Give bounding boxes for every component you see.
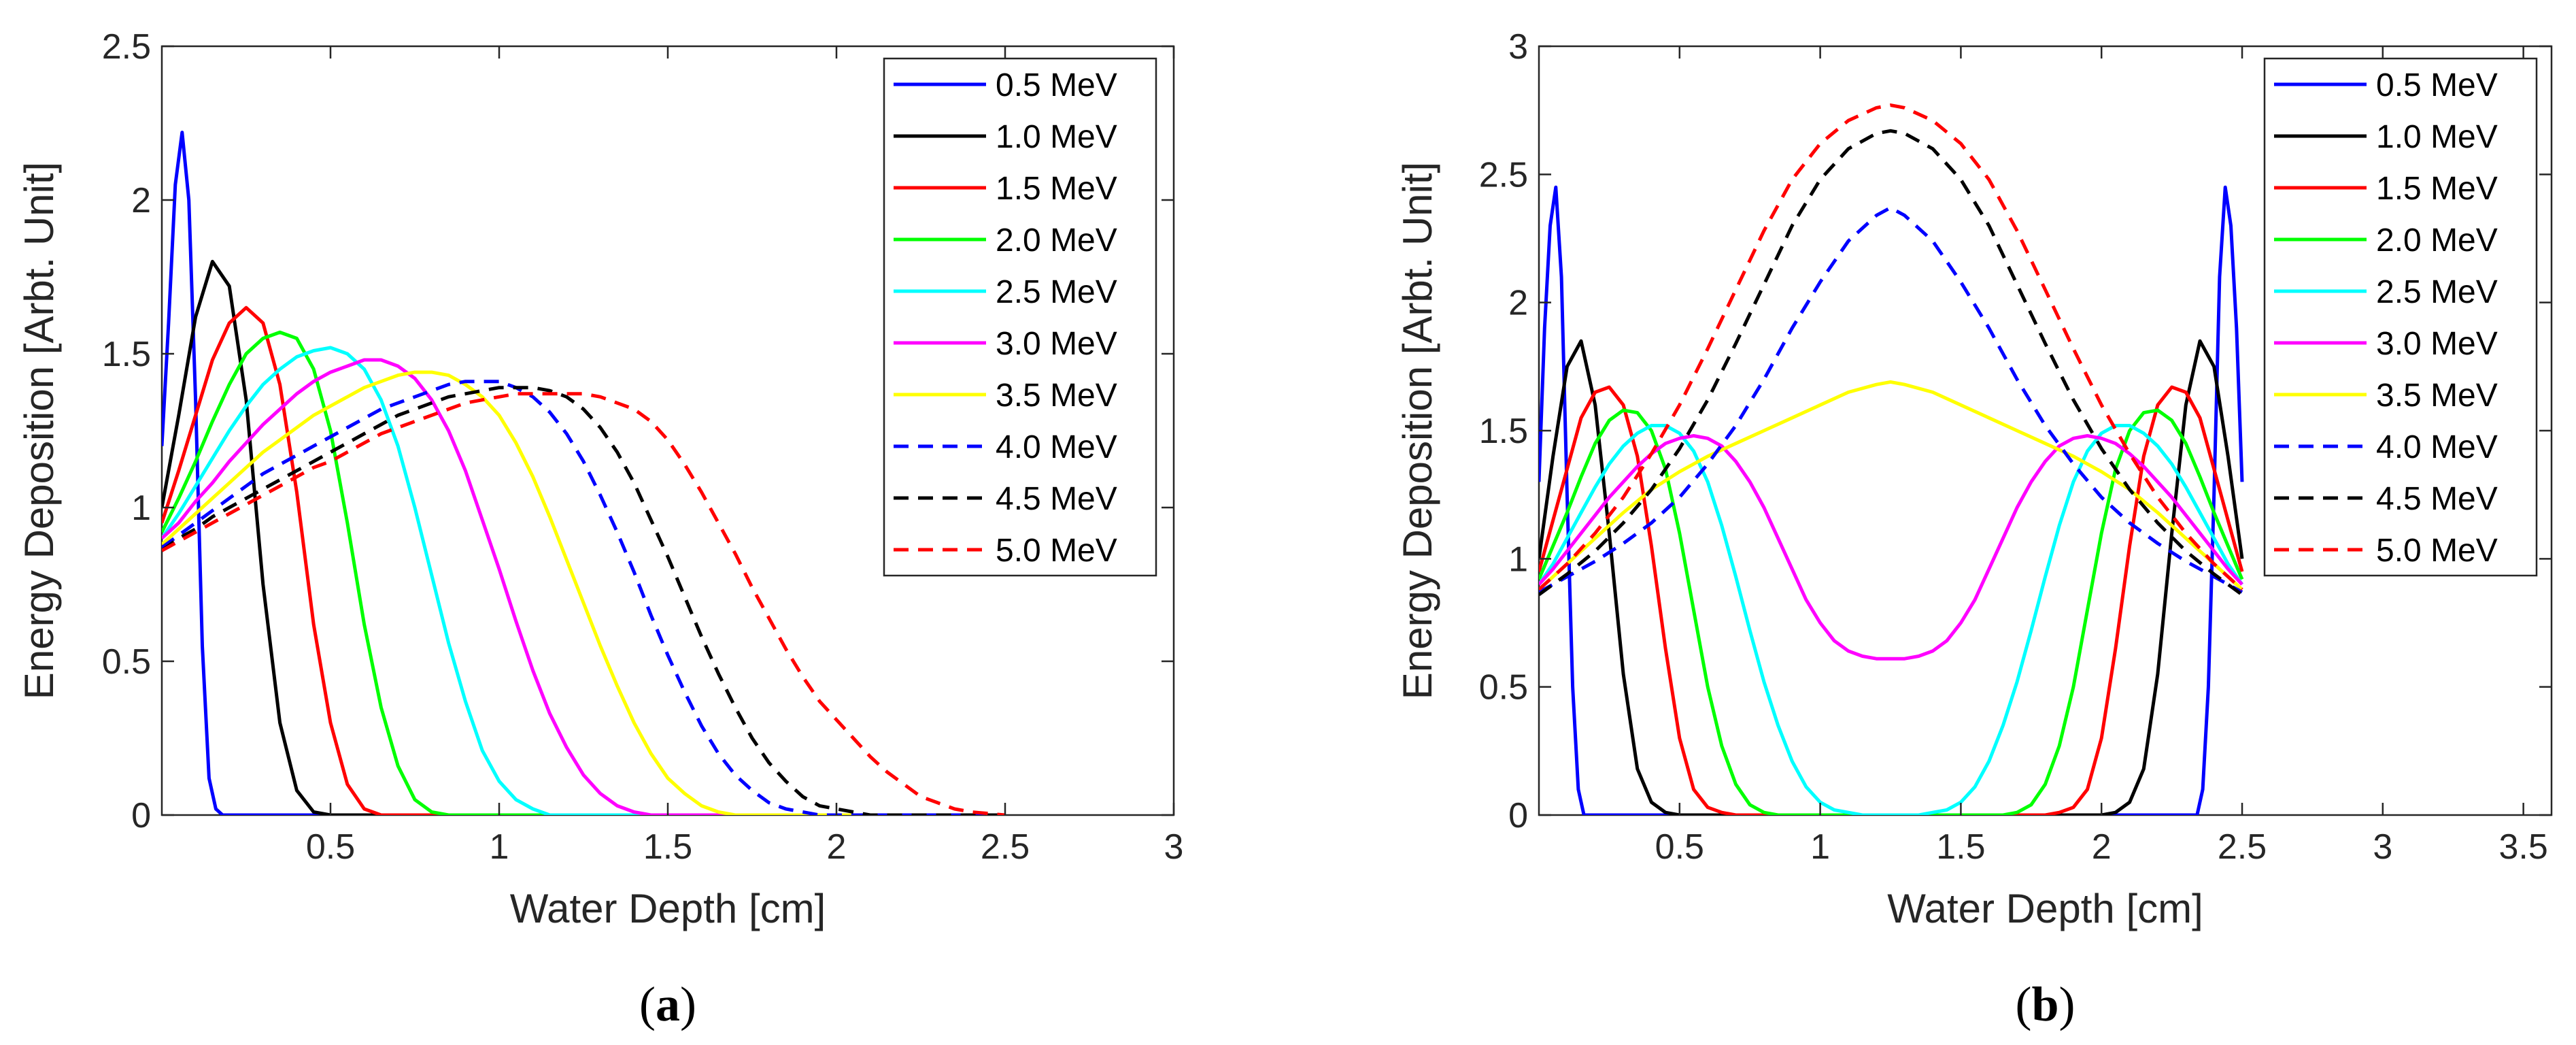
x-tick-label: 1 <box>1810 827 1830 867</box>
series-group <box>1539 103 2244 815</box>
series-line-3-5-mev <box>1539 380 2243 591</box>
series-line-1-0-mev <box>162 259 1005 815</box>
series-line-2-5-mev <box>162 346 1005 815</box>
caption-close: ) <box>680 977 696 1031</box>
series-line-1-5-mev <box>1539 385 2244 815</box>
series-line-4-5-mev <box>1539 129 2243 597</box>
y-tick-label: 1 <box>1508 540 1528 579</box>
series-line-4-0-mev <box>1539 205 2243 594</box>
legend-entry: 3.0 MeV <box>2376 326 2498 362</box>
caption-open: ( <box>639 977 656 1031</box>
x-tick-label: 1.5 <box>643 827 692 867</box>
series-line-0-5-mev <box>1539 185 2244 815</box>
series-line-2-0-mev <box>162 330 1005 815</box>
x-tick-label: 2.5 <box>2218 827 2267 867</box>
legend-entry: 3.5 MeV <box>996 378 1117 414</box>
legend-box <box>883 57 1157 577</box>
caption-letter: b <box>2031 977 2058 1031</box>
series-line-3-0-mev <box>1539 434 2243 661</box>
series-line-3-0-mev <box>162 358 1005 815</box>
x-axis-label: Water Depth [cm] <box>510 886 826 931</box>
series-line-2-5-mev <box>1539 424 2244 815</box>
x-axis-label: Water Depth [cm] <box>1887 886 2203 931</box>
legend-entry: 1.0 MeV <box>996 119 1117 155</box>
y-axis-label: Energy Deposition [Arbt. Unit] <box>1395 162 1440 699</box>
x-tick-label: 0.5 <box>306 827 355 867</box>
y-tick-label: 0 <box>131 796 151 835</box>
y-tick-label: 2.5 <box>1479 155 1528 195</box>
y-axis-label: Energy Deposition [Arbt. Unit] <box>16 162 62 699</box>
x-tick-label: 3 <box>1164 827 1184 867</box>
legend-entry: 5.0 MeV <box>2376 533 2498 569</box>
legend-entry: 3.0 MeV <box>996 326 1117 362</box>
legend: 0.5 MeV 1.0 MeV 1.5 MeV 2.0 MeV 2.5 MeV 3.0 M… <box>883 57 1157 577</box>
series-line-2-0-mev <box>1539 408 2244 815</box>
legend-box <box>2263 57 2538 577</box>
x-tick-label: 2 <box>2092 827 2112 867</box>
legend-entry: 2.0 MeV <box>996 222 1117 259</box>
series-line-5-0-mev <box>162 392 1006 815</box>
x-tick-label: 0.5 <box>1655 827 1704 867</box>
legend-entry: 4.0 MeV <box>996 429 1117 465</box>
legend-entry: 4.5 MeV <box>996 481 1117 517</box>
legend-entry: 2.5 MeV <box>996 274 1117 310</box>
legend-entry: 3.5 MeV <box>2376 378 2498 414</box>
x-tick-label: 1.5 <box>1936 827 1985 867</box>
series-line-1-0-mev <box>1539 339 2244 815</box>
legend-entry: 0.5 MeV <box>996 67 1117 103</box>
series-line-3-5-mev <box>162 370 1005 815</box>
chart-panel-a: 0.5 1 1.5 2 2.5 3 0 0.5 1 1.5 2 2.5 Water Depth [cm]… <box>16 27 1183 1031</box>
caption-open: ( <box>2015 977 2031 1031</box>
series-group <box>162 131 1006 815</box>
series-line-4-5-mev <box>162 386 1005 815</box>
legend-entry: 1.0 MeV <box>2376 119 2498 155</box>
legend-entry: 4.0 MeV <box>2376 429 2498 465</box>
y-tick-label: 1.5 <box>1479 412 1528 451</box>
legend-entry: 5.0 MeV <box>996 533 1117 569</box>
x-tick-label: 1 <box>490 827 509 867</box>
y-tick-label: 3 <box>1508 27 1528 67</box>
legend-entry: 2.5 MeV <box>2376 274 2498 310</box>
series-line-5-0-mev <box>1539 103 2243 591</box>
y-tick-label: 2 <box>1508 284 1528 323</box>
panel-caption: (b) <box>2015 977 2075 1031</box>
y-tick-label: 2 <box>131 181 151 220</box>
legend-entry: 1.5 MeV <box>996 171 1117 207</box>
caption-letter: a <box>656 977 680 1031</box>
y-tick-label: 2.5 <box>102 27 151 67</box>
x-tick-label: 3 <box>2373 827 2392 867</box>
x-tick-label: 3.5 <box>2498 827 2547 867</box>
series-line-1-5-mev <box>162 305 1005 815</box>
x-tick-label: 2 <box>827 827 847 867</box>
y-tick-label: 0 <box>1508 796 1528 835</box>
legend-entry: 4.5 MeV <box>2376 481 2498 517</box>
series-line-4-0-mev <box>162 380 1005 815</box>
y-tick-label: 0.5 <box>102 642 151 682</box>
y-tick-label: 1.5 <box>102 335 151 374</box>
legend-entry: 0.5 MeV <box>2376 67 2498 103</box>
y-tick-label: 0.5 <box>1479 668 1528 708</box>
legend: 0.5 MeV 1.0 MeV 1.5 MeV 2.0 MeV 2.5 MeV 3.0 M… <box>2263 57 2538 577</box>
legend-entry: 1.5 MeV <box>2376 171 2498 207</box>
panel-caption: (a) <box>639 977 696 1031</box>
chart-panel-b: 0.5 1 1.5 2 2.5 3 3.5 0 0.5 1 1.5 2 2.5 3 Water Depth … <box>1395 27 2553 1031</box>
x-tick-label: 2.5 <box>981 827 1030 867</box>
legend-entry: 2.0 MeV <box>2376 222 2498 259</box>
y-tick-label: 1 <box>131 488 151 528</box>
caption-close: ) <box>2059 977 2075 1031</box>
